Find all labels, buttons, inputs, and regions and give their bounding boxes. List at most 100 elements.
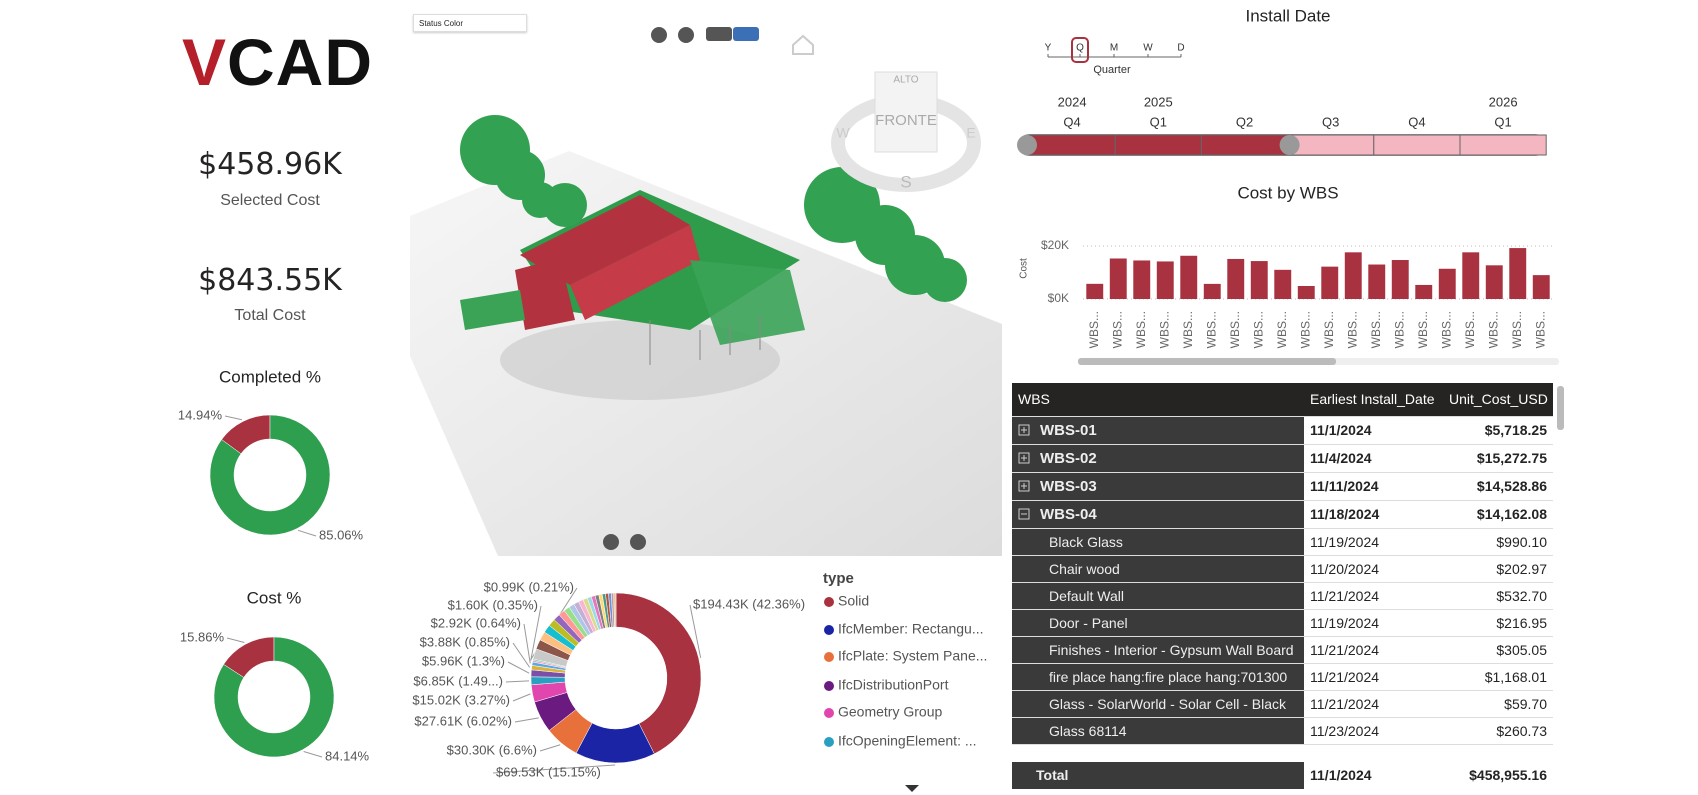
legend-marker — [824, 625, 834, 635]
legend-marker — [824, 652, 834, 662]
dropdown[interactable]: Status Color — [413, 14, 527, 32]
granularity-option[interactable]: M — [1110, 43, 1118, 54]
table-row: WBS-03 11/11/2024 $14,528.86 — [1012, 473, 1553, 501]
timeline-year: 2026 — [1489, 94, 1518, 109]
timeline-handle — [1279, 135, 1300, 155]
cell-text: $14,162.08 — [1476, 506, 1547, 522]
cell-text: 11/11/2024 — [1310, 478, 1379, 494]
table-cell: Glass - SolarWorld - Solar Cell - Black — [1012, 691, 1304, 717]
timeline-period[interactable] — [1114, 134, 1202, 156]
table-scrollbar[interactable] — [1557, 386, 1564, 430]
column-header[interactable]: Unit_Cost_USD — [1443, 383, 1553, 416]
timeline-period[interactable] — [1373, 134, 1461, 156]
logo: VCAD — [181, 25, 374, 99]
x-tick-label: WBS... — [1110, 311, 1124, 348]
viewer-scene[interactable] — [410, 27, 1002, 556]
cell-text: $990.10 — [1496, 534, 1547, 550]
timeline-period[interactable] — [1287, 134, 1375, 156]
expand-toggle[interactable] — [1018, 452, 1036, 464]
granularity-option[interactable]: W — [1143, 43, 1153, 54]
expand-toggle[interactable] — [1018, 508, 1036, 520]
x-tick-label: WBS... — [1228, 311, 1242, 348]
timeline-quarter: Q1 — [1150, 114, 1167, 129]
granularity-option[interactable]: D — [1177, 43, 1184, 54]
chart-title: Cost % — [247, 588, 302, 607]
cell-text: Finishes - Interior - Gypsum Wall Board — [1049, 642, 1294, 658]
cell-text: Glass - SolarWorld - Solar Cell - Black — [1049, 696, 1287, 712]
table-cell: Glass 68114 — [1012, 718, 1304, 744]
cell-text: 11/21/2024 — [1310, 588, 1380, 604]
bar — [1227, 258, 1245, 299]
column-header[interactable]: WBS — [1012, 383, 1304, 416]
scrollbar-thumb[interactable] — [1078, 358, 1336, 365]
table-cell: $15,272.75 — [1443, 445, 1553, 472]
leader-line — [303, 750, 323, 758]
legend-scroll[interactable] — [905, 785, 919, 792]
table-cell: 11/20/2024 — [1304, 556, 1443, 582]
table-header: WBS Earliest Install_Date Unit_Cost_USD — [1012, 383, 1553, 417]
x-tick-label: WBS... — [1486, 311, 1500, 348]
table-cell: $990.10 — [1443, 529, 1553, 555]
legend-marker — [824, 737, 834, 747]
x-tick-label: WBS... — [1510, 311, 1524, 348]
table-cell: $14,528.86 — [1443, 473, 1553, 500]
data-label: $30.30K (6.6%) — [447, 742, 537, 757]
cell-text: $14,528.86 — [1476, 478, 1547, 494]
table-cell: fire place hang:fire place hang:701300 — [1012, 664, 1304, 690]
y-axis-label: Cost — [1019, 258, 1030, 279]
bar — [1133, 260, 1151, 299]
cell-text: 11/21/2024 — [1310, 696, 1380, 712]
column-header[interactable]: Earliest Install_Date — [1304, 383, 1443, 416]
x-tick-label: WBS... — [1392, 311, 1406, 348]
bar — [1086, 283, 1104, 299]
compass-front: FRONTE — [875, 112, 937, 129]
leader-line — [512, 693, 531, 702]
cell-text: 11/4/2024 — [1310, 450, 1372, 466]
bar — [1344, 252, 1362, 299]
compass-east: E — [966, 125, 975, 141]
x-tick-label: WBS... — [1463, 311, 1477, 348]
cell-text: $532.70 — [1496, 588, 1547, 604]
total-cell: 11/1/2024 — [1310, 767, 1372, 783]
donut-slice — [213, 636, 335, 758]
legend-label: IfcDistributionPort — [838, 677, 949, 693]
leader-line — [539, 744, 561, 752]
data-label: $3.88K (0.85%) — [420, 634, 510, 649]
cell-text: $15,272.75 — [1476, 450, 1547, 466]
data-label: 84.14% — [325, 748, 370, 763]
cell-text: 11/20/2024 — [1310, 561, 1380, 577]
leader-line — [530, 605, 542, 661]
bar — [1485, 265, 1503, 299]
donut-slice — [209, 414, 331, 536]
x-tick-label: WBS... — [1416, 311, 1430, 348]
cell-text: WBS-02 — [1040, 450, 1097, 467]
table-row: WBS-04 11/18/2024 $14,162.08 — [1012, 501, 1553, 529]
expand-toggle[interactable] — [1018, 480, 1036, 492]
expand-toggle[interactable] — [1018, 424, 1036, 436]
kpi-value: $458.96K — [198, 147, 342, 182]
x-tick-label: WBS... — [1369, 311, 1383, 348]
data-label: $27.61K (6.02%) — [414, 713, 512, 728]
table-cell: Default Wall — [1012, 583, 1304, 609]
granularity-option[interactable]: Q — [1076, 43, 1084, 54]
legend-marker — [824, 681, 834, 691]
kpi-label: Selected Cost — [220, 192, 320, 209]
data-label: $194.43K (42.36%) — [693, 596, 805, 611]
timeline-period[interactable] — [1028, 134, 1116, 156]
timeline-quarter: Q4 — [1063, 114, 1080, 129]
timeline-period[interactable] — [1459, 134, 1547, 156]
leader-line — [507, 661, 530, 674]
cell-text: WBS-04 — [1040, 506, 1097, 523]
granularity-option[interactable]: Y — [1045, 43, 1052, 54]
bar — [1297, 286, 1315, 299]
table-cell: $305.05 — [1443, 637, 1553, 663]
cell-text: Black Glass — [1049, 534, 1123, 550]
timeline-period[interactable] — [1200, 134, 1289, 156]
compass-top: ALTO — [893, 75, 918, 86]
legend-marker — [824, 597, 834, 607]
x-tick-label: WBS... — [1298, 311, 1312, 348]
legend-label: Solid — [838, 593, 869, 609]
table-cell: 11/21/2024 — [1304, 583, 1443, 609]
matrix-table: WBS Earliest Install_Date Unit_Cost_USD WBS… — [1012, 383, 1553, 795]
table-cell: 11/19/2024 — [1304, 529, 1443, 555]
